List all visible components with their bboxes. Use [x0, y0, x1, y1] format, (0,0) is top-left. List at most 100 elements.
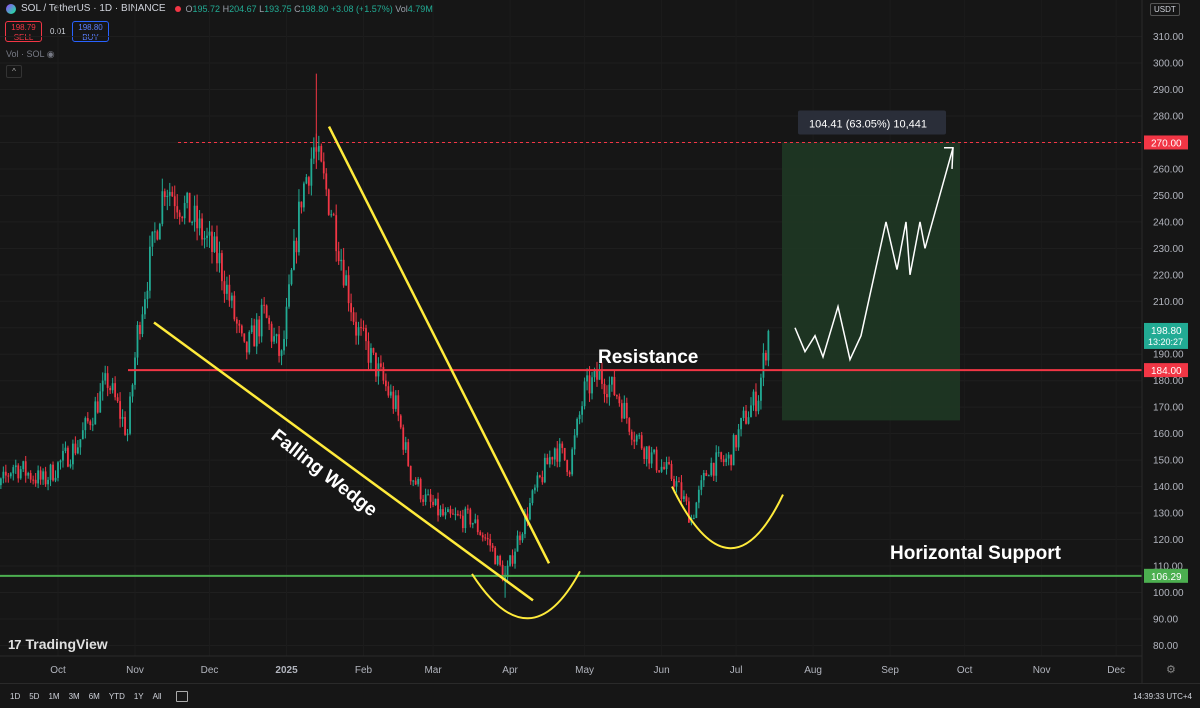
candle-body [74, 443, 77, 454]
calendar-icon[interactable] [175, 690, 188, 702]
candle-body [12, 467, 15, 474]
candle-body [695, 502, 698, 518]
eye-icon[interactable]: ◉ [46, 49, 55, 59]
candle-body [538, 475, 541, 477]
candle-body [444, 512, 447, 516]
candle-body [352, 312, 355, 322]
candle-body [355, 321, 357, 336]
candle-body [193, 205, 196, 222]
candle-body [362, 327, 365, 329]
y-tick-label: 230.00 [1153, 244, 1184, 255]
candle-body [255, 319, 258, 347]
timeframe-5d[interactable]: 5D [29, 691, 40, 701]
timeframe-all[interactable]: All [152, 691, 162, 701]
candle-body [640, 435, 643, 449]
tradingview-icon: 17 [8, 636, 22, 652]
buy-button[interactable]: 198.80 BUY [72, 21, 109, 42]
candle-body [230, 295, 233, 301]
projection-path [794, 147, 954, 362]
candle-body [330, 214, 333, 216]
candle-body [59, 460, 62, 463]
timeframe-1d[interactable]: 1D [10, 691, 21, 701]
candle-body [228, 284, 231, 301]
timeframe-3m[interactable]: 3M [68, 691, 80, 701]
candle-body [394, 395, 397, 409]
candle-body [461, 515, 464, 529]
x-tick-label: Feb [355, 665, 373, 676]
currency-selector[interactable]: USDT [1150, 3, 1180, 16]
candle-body [464, 508, 467, 529]
candle-body [447, 509, 449, 513]
candle-body [9, 473, 12, 477]
candle-body [106, 373, 109, 388]
candle-body [280, 350, 283, 356]
candle-body [717, 452, 720, 454]
candle-body [104, 373, 107, 381]
candle-body [685, 496, 688, 502]
candle-body [548, 457, 551, 465]
timeframe-1m[interactable]: 1M [48, 691, 60, 701]
candle-body [196, 205, 198, 229]
y-tick-label: 130.00 [1153, 509, 1184, 520]
candle-body [745, 410, 747, 424]
timeframe-selector: 1D 5D 1M 3M 6M YTD 1Y All [10, 692, 162, 701]
candle-body [509, 555, 511, 566]
candle-body [158, 223, 161, 240]
candle-body [615, 395, 618, 397]
candle-body [588, 375, 591, 394]
candle-body [235, 319, 238, 324]
candle-body [762, 352, 765, 378]
candle-body [583, 381, 586, 407]
support-annotation: Horizontal Support [890, 543, 1062, 564]
bottom-arc-2 [671, 486, 784, 550]
candle-body [675, 481, 678, 487]
candle-body [116, 397, 119, 402]
candle-body [735, 435, 737, 448]
collapse-legend-button[interactable]: ^ [6, 65, 22, 78]
x-tick-label: 2025 [275, 665, 298, 676]
candle-body [342, 259, 345, 286]
candle-body [265, 305, 268, 318]
candle-body [407, 442, 410, 466]
timeframe-ytd[interactable]: YTD [108, 691, 125, 701]
price-chart[interactable]: 104.41 (63.05%) 10,441 Resistance Horizo… [0, 0, 1200, 683]
candle-body [524, 513, 526, 535]
candle-body [596, 369, 598, 380]
candle-body [337, 251, 340, 262]
candle-body [320, 145, 323, 162]
candle-body [767, 330, 770, 361]
timeframe-1y[interactable]: 1Y [133, 691, 144, 701]
candle-body [226, 284, 228, 294]
candle-body [126, 433, 129, 435]
candle-body [163, 191, 166, 198]
x-tick-label: Jun [654, 665, 670, 676]
candle-body [531, 490, 534, 503]
bottom-toolbar: 1D 5D 1M 3M 6M YTD 1Y All 14:39:33 UTC+4 [0, 683, 1200, 708]
candle-body [153, 231, 156, 233]
candle-body [556, 448, 559, 462]
volume-indicator-label[interactable]: Vol · SOL ◉ [6, 49, 55, 59]
candle-body [345, 275, 348, 286]
candle-body [186, 192, 189, 203]
tradingview-logo[interactable]: 17 TradingView [8, 636, 108, 652]
candle-body [757, 400, 760, 412]
candle-body [529, 502, 531, 520]
gear-icon[interactable]: ⚙ [1166, 664, 1176, 676]
timeframe-6m[interactable]: 6M [88, 691, 100, 701]
candle-body [7, 475, 10, 477]
x-tick-label: Aug [804, 665, 822, 676]
candle-body [382, 366, 385, 381]
sell-button[interactable]: 198.79 SELL [5, 21, 42, 42]
candle-body [198, 218, 201, 229]
candle-body [144, 299, 146, 315]
candle-body [171, 191, 174, 197]
candle-body [561, 443, 564, 448]
candle-body [750, 405, 752, 418]
candle-body [727, 454, 730, 459]
y-tick-label: 160.00 [1153, 429, 1184, 440]
candle-body [240, 325, 243, 334]
symbol-title[interactable]: SOL / TetherUS · 1D · BINANCE [21, 3, 166, 14]
candle-body [273, 336, 275, 342]
candle-body [519, 535, 521, 541]
